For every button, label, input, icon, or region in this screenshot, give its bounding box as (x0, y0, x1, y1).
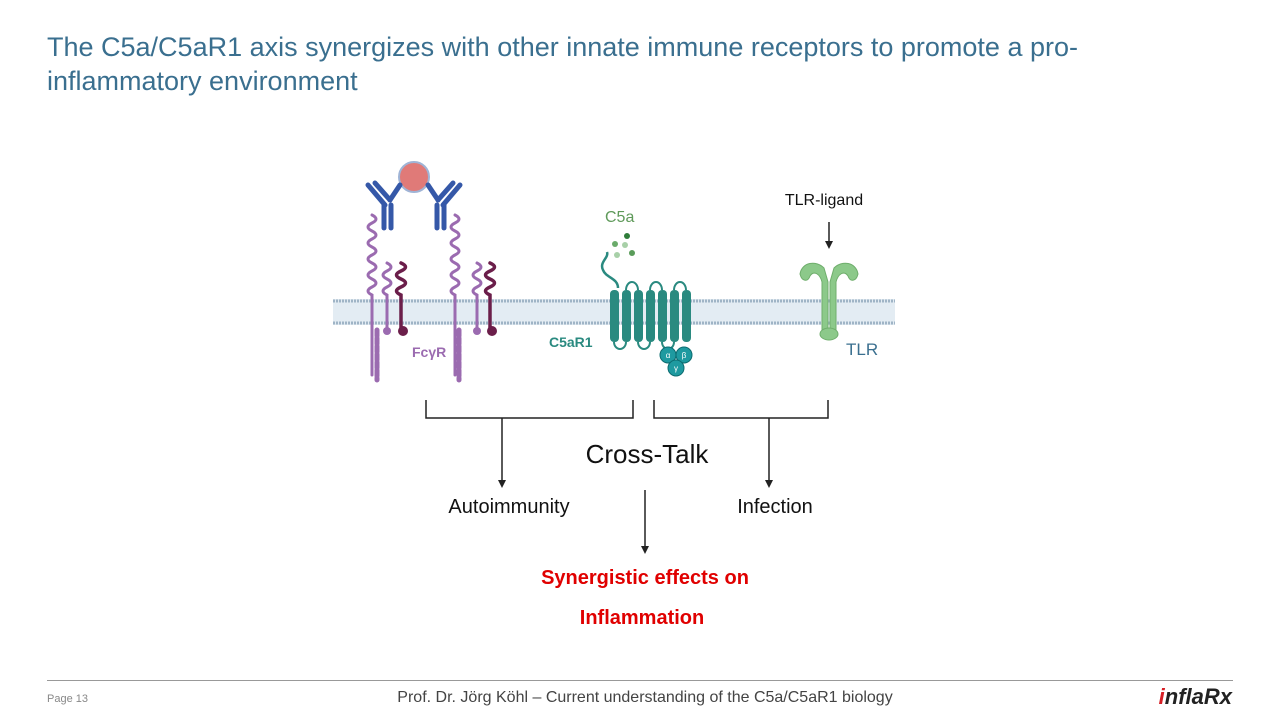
c5ar1-receptor-icon: α β γ (600, 251, 693, 377)
slide-title: The C5a/C5aR1 axis synergizes with other… (47, 32, 1078, 96)
inflarx-logo: inflaRx (1158, 684, 1232, 709)
fcyr-label: FcγR (412, 344, 446, 360)
outcome-line-2: Inflammation (579, 607, 705, 629)
footer-divider (47, 680, 1233, 681)
page-number: Page 13 (47, 693, 88, 705)
autoimmunity-label: Autoimmunity (448, 496, 570, 518)
tlr-ligand-arrow (825, 222, 833, 249)
beta-subunit-label: β (682, 351, 687, 360)
brackets-and-arrows (425, 400, 829, 548)
gamma-subunit-label: γ (674, 364, 678, 373)
infection-label: Infection (737, 496, 813, 518)
fcyr-receptor-icon (365, 161, 497, 383)
tlr-label: TLR (846, 340, 878, 359)
tlr-ligand-label: TLR-ligand (785, 192, 863, 209)
c5a-label: C5a (605, 209, 634, 226)
c5a-ligand-icon (612, 233, 635, 258)
arrowheads (498, 480, 773, 554)
tlr-receptor-icon (799, 262, 859, 341)
outcome-line-1: Synergistic effects on (541, 567, 749, 589)
c5ar1-label: C5aR1 (549, 334, 593, 350)
cross-talk-label: Cross-Talk (585, 439, 709, 469)
alpha-subunit-label: α (666, 351, 671, 360)
footer-text: Prof. Dr. Jörg Köhl – Current understand… (397, 689, 893, 706)
